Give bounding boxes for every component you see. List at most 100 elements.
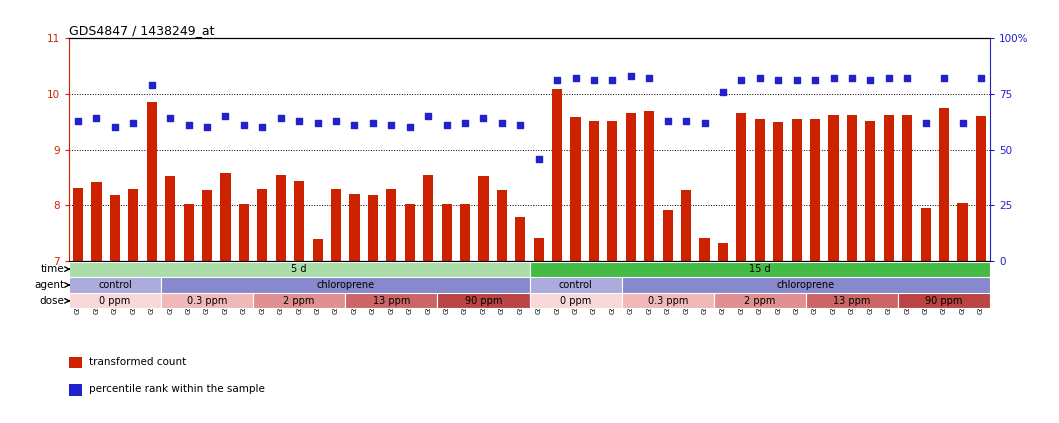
- Text: chloroprene: chloroprene: [777, 280, 834, 290]
- Bar: [73, 187, 83, 261]
- Bar: [792, 119, 802, 261]
- Point: [438, 122, 455, 129]
- Bar: [442, 204, 451, 261]
- Bar: [387, 189, 396, 261]
- Point: [568, 75, 585, 82]
- Point: [936, 75, 953, 82]
- Point: [917, 119, 934, 126]
- Bar: [345, 293, 437, 308]
- Point: [531, 155, 548, 162]
- Bar: [437, 293, 530, 308]
- Bar: [920, 208, 931, 261]
- Bar: [497, 190, 507, 261]
- Bar: [773, 122, 784, 261]
- Bar: [644, 110, 654, 261]
- Bar: [69, 293, 161, 308]
- Bar: [847, 115, 857, 261]
- Bar: [161, 277, 530, 293]
- Bar: [69, 277, 161, 293]
- Point: [788, 77, 805, 84]
- Point: [474, 115, 491, 122]
- Bar: [110, 195, 120, 261]
- Bar: [239, 204, 249, 261]
- Text: agent: agent: [34, 280, 65, 290]
- Point: [143, 82, 160, 88]
- Point: [752, 75, 769, 82]
- Bar: [331, 189, 341, 261]
- Point: [346, 122, 363, 129]
- Point: [807, 77, 824, 84]
- Text: control: control: [98, 280, 131, 290]
- Point: [401, 124, 418, 131]
- Bar: [622, 293, 714, 308]
- Bar: [957, 203, 968, 261]
- Bar: [736, 113, 747, 261]
- Point: [309, 119, 326, 126]
- Bar: [571, 117, 580, 261]
- Bar: [714, 293, 806, 308]
- Point: [733, 77, 750, 84]
- Bar: [865, 121, 876, 261]
- Point: [511, 122, 528, 129]
- Bar: [755, 119, 765, 261]
- Point: [88, 115, 105, 122]
- Point: [364, 119, 381, 126]
- Point: [456, 119, 473, 126]
- Text: 5 d: 5 d: [291, 264, 307, 274]
- Point: [272, 115, 289, 122]
- Bar: [161, 293, 253, 308]
- Bar: [516, 217, 525, 261]
- Bar: [589, 121, 599, 261]
- Text: dose: dose: [39, 296, 65, 306]
- Point: [106, 124, 124, 131]
- Point: [696, 119, 713, 126]
- Point: [549, 77, 566, 84]
- Bar: [367, 195, 378, 261]
- Bar: [294, 181, 304, 261]
- Point: [180, 122, 197, 129]
- Point: [235, 122, 252, 129]
- Point: [715, 88, 732, 95]
- Point: [383, 122, 400, 129]
- Point: [770, 77, 787, 84]
- Point: [419, 113, 436, 120]
- Bar: [91, 182, 102, 261]
- Bar: [828, 115, 839, 261]
- Bar: [165, 176, 175, 261]
- Bar: [681, 190, 692, 261]
- Point: [825, 75, 842, 82]
- Bar: [718, 243, 728, 261]
- Point: [217, 113, 234, 120]
- Text: 0 ppm: 0 ppm: [100, 296, 130, 306]
- Bar: [220, 173, 231, 261]
- Text: 90 ppm: 90 ppm: [926, 296, 963, 306]
- Bar: [902, 115, 912, 261]
- Bar: [183, 204, 194, 261]
- Bar: [257, 189, 267, 261]
- Bar: [253, 293, 345, 308]
- Text: 13 ppm: 13 ppm: [373, 296, 410, 306]
- Point: [290, 117, 308, 124]
- Bar: [275, 175, 286, 261]
- Point: [623, 73, 640, 80]
- Point: [604, 77, 621, 84]
- Text: GDS4847 / 1438249_at: GDS4847 / 1438249_at: [69, 24, 214, 37]
- Point: [659, 117, 677, 124]
- Bar: [147, 102, 157, 261]
- Bar: [663, 210, 672, 261]
- Bar: [69, 261, 530, 277]
- Text: control: control: [559, 280, 592, 290]
- Bar: [976, 116, 986, 261]
- Point: [880, 75, 897, 82]
- Text: 13 ppm: 13 ppm: [833, 296, 870, 306]
- Point: [254, 124, 271, 131]
- Point: [972, 75, 989, 82]
- Text: percentile rank within the sample: percentile rank within the sample: [89, 384, 265, 394]
- Bar: [202, 190, 212, 261]
- Bar: [884, 115, 894, 261]
- Bar: [405, 204, 415, 261]
- Bar: [530, 293, 622, 308]
- Point: [162, 115, 179, 122]
- Bar: [479, 176, 488, 261]
- Point: [586, 77, 603, 84]
